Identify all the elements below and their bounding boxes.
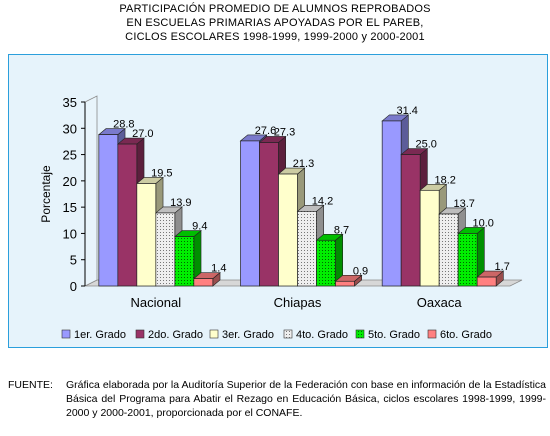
- y-tick-label: 35: [63, 95, 77, 110]
- y-tick-label: 10: [63, 226, 77, 241]
- data-label: 14.2: [312, 195, 333, 207]
- y-tick-label: 25: [63, 148, 77, 163]
- plot-side-wall: [84, 95, 98, 287]
- bar: [438, 213, 459, 287]
- chart-title: PARTICIPACIÓN PROMEDIO DE ALUMNOS REPROB…: [0, 2, 550, 44]
- bar: [117, 143, 138, 287]
- legend-swatch: [209, 329, 219, 339]
- legend-swatch: [427, 329, 437, 339]
- data-label: 31.4: [396, 105, 417, 117]
- bar: [136, 183, 157, 287]
- bar: [476, 276, 497, 287]
- data-label: 10.0: [472, 217, 493, 229]
- data-label: 25.0: [415, 139, 436, 151]
- data-label: 27.3: [274, 126, 295, 138]
- data-label: 27.0: [132, 128, 153, 140]
- bar: [381, 120, 402, 287]
- bar: [335, 280, 355, 287]
- x-category-label: Nacional: [131, 295, 182, 310]
- data-label: 21.3: [293, 158, 314, 170]
- y-tick-label: 30: [63, 121, 77, 136]
- legend-label: 1er. Grado: [74, 329, 126, 341]
- bar: [98, 134, 119, 287]
- legend-swatch: [283, 329, 293, 339]
- y-tick-label: 0: [70, 279, 77, 294]
- legend-swatch: [355, 329, 365, 339]
- data-label: 9.4: [192, 221, 207, 233]
- chart-title-line-1: PARTICIPACIÓN PROMEDIO DE ALUMNOS REPROB…: [119, 3, 431, 15]
- data-label: 19.5: [151, 167, 172, 179]
- legend-label: 6to. Grado: [440, 329, 492, 341]
- data-label: 13.7: [453, 198, 474, 210]
- data-label: 0.9: [353, 265, 368, 277]
- bar: [193, 278, 214, 287]
- source-label: FUENTE:: [8, 379, 53, 391]
- legend-swatch: [61, 329, 71, 339]
- y-tick-label: 15: [63, 200, 77, 215]
- data-label: 18.2: [434, 174, 455, 186]
- bar: [419, 189, 440, 287]
- bar: [316, 239, 336, 287]
- bar: [278, 173, 298, 287]
- y-tick-label: 5: [70, 253, 77, 268]
- legend-swatch: [135, 329, 145, 339]
- data-label: 1.4: [211, 263, 226, 275]
- bar: [240, 140, 260, 287]
- bar: [297, 210, 317, 287]
- legend-label: 4to. Grado: [296, 329, 348, 341]
- data-label: 8.7: [334, 224, 349, 236]
- bar: [259, 142, 279, 287]
- data-label: 1.7: [495, 261, 510, 273]
- bar: [155, 212, 176, 287]
- legend-label: 2do. Grado: [148, 329, 203, 341]
- legend-label: 5to. Grado: [368, 329, 420, 341]
- data-label: 13.9: [170, 197, 191, 209]
- chart-title-line-3: CICLOS ESCOLARES 1998-1999, 1999-2000 y …: [125, 31, 425, 43]
- data-label: 27.6: [255, 125, 276, 137]
- y-tick-label: 20: [63, 174, 77, 189]
- bar: [457, 233, 478, 287]
- x-category-label: Oaxaca: [417, 295, 463, 310]
- source-text: Gráfica elaborada por la Auditoría Super…: [66, 379, 546, 419]
- bar: [400, 154, 421, 287]
- bar: [174, 236, 195, 287]
- x-category-label: Chiapas: [274, 295, 322, 310]
- chart-title-line-2: EN ESCUELAS PRIMARIAS APOYADAS POR EL PA…: [126, 17, 424, 29]
- y-axis-label: Porcentaje: [39, 165, 53, 223]
- legend-label: 3er. Grado: [222, 329, 274, 341]
- data-label: 28.8: [113, 119, 134, 131]
